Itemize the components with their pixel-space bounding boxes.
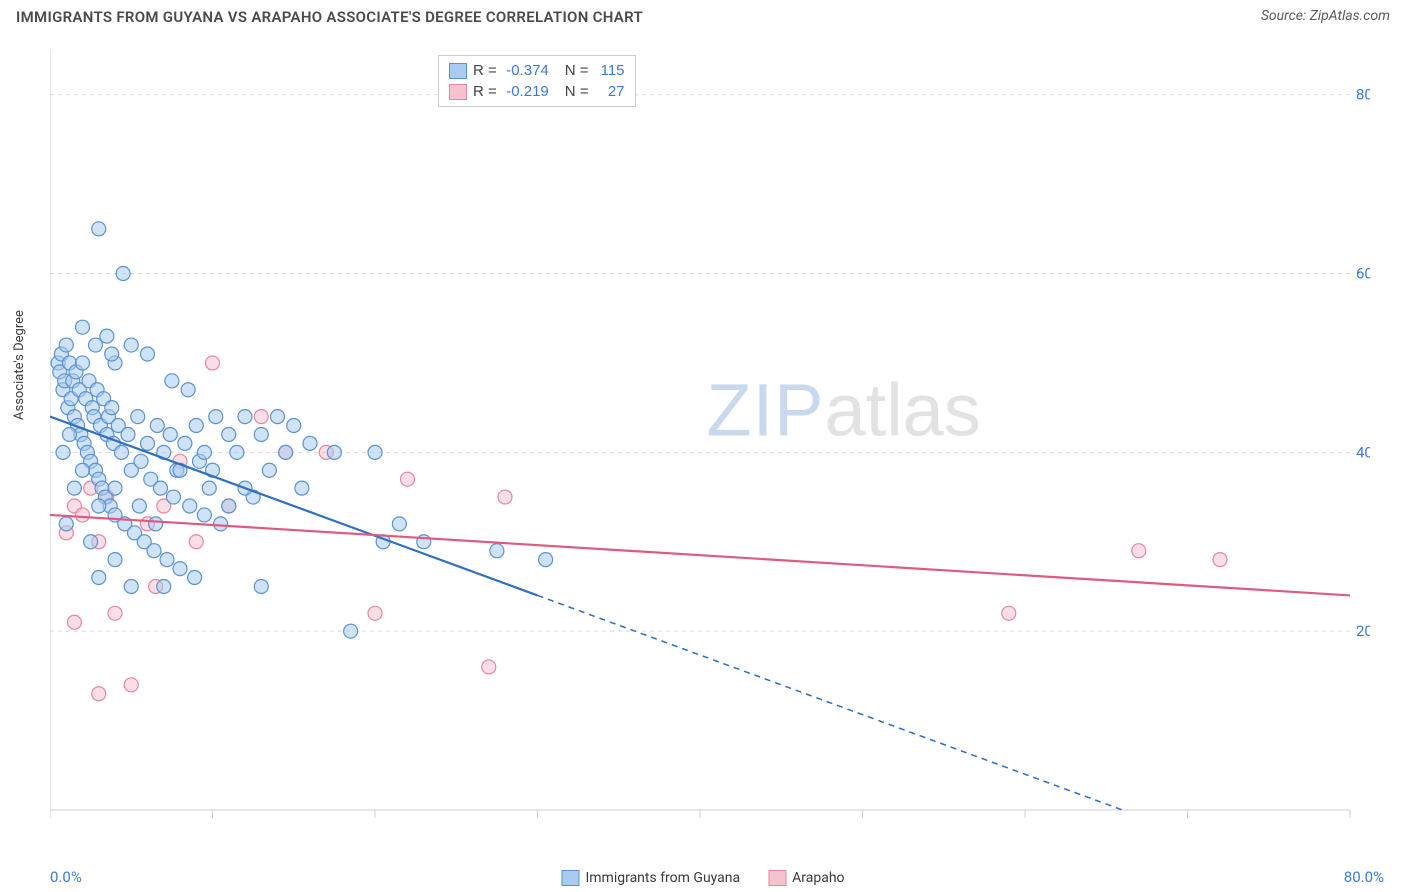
svg-text:60.0%: 60.0% bbox=[1356, 265, 1370, 283]
chart-area: 20.0% 40.0% 60.0% 80.0% bbox=[50, 50, 1370, 840]
svg-text:80.0%: 80.0% bbox=[1356, 86, 1370, 104]
x-axis-min-label: 0.0% bbox=[50, 868, 82, 886]
chart-title: IMMIGRANTS FROM GUYANA VS ARAPAHO ASSOCI… bbox=[16, 8, 643, 26]
source-attribution: Source: ZipAtlas.com bbox=[1261, 8, 1390, 24]
swatch-icon bbox=[561, 870, 579, 886]
y-axis-label: Associate's Degree bbox=[12, 310, 27, 420]
swatch-icon bbox=[449, 63, 467, 79]
legend-label: Arapaho bbox=[792, 870, 844, 886]
bottom-legend: Immigrants from Guyana Arapaho bbox=[561, 870, 844, 886]
n-label: N = bbox=[565, 62, 589, 79]
scatter-chart: 20.0% 40.0% 60.0% 80.0% bbox=[50, 50, 1370, 840]
legend-item-series-2: Arapaho bbox=[768, 870, 844, 886]
swatch-icon bbox=[768, 870, 786, 886]
r-value: -0.374 bbox=[503, 62, 559, 79]
header: IMMIGRANTS FROM GUYANA VS ARAPAHO ASSOCI… bbox=[0, 0, 1406, 30]
r-value: -0.219 bbox=[503, 83, 559, 100]
stats-legend: R = -0.374 N = 115 R = -0.219 N = 27 bbox=[438, 55, 636, 107]
n-label: N = bbox=[565, 83, 589, 100]
stats-row-series-2: R = -0.219 N = 27 bbox=[449, 81, 625, 102]
legend-label: Immigrants from Guyana bbox=[585, 870, 740, 886]
n-value: 115 bbox=[595, 62, 625, 79]
stats-row-series-1: R = -0.374 N = 115 bbox=[449, 60, 625, 81]
r-label: R = bbox=[473, 62, 497, 79]
swatch-icon bbox=[449, 84, 467, 100]
legend-item-series-1: Immigrants from Guyana bbox=[561, 870, 740, 886]
r-label: R = bbox=[473, 83, 497, 100]
svg-text:40.0%: 40.0% bbox=[1356, 443, 1370, 461]
n-value: 27 bbox=[595, 83, 625, 100]
svg-text:20.0%: 20.0% bbox=[1356, 622, 1370, 640]
x-axis-max-label: 80.0% bbox=[1344, 868, 1384, 886]
